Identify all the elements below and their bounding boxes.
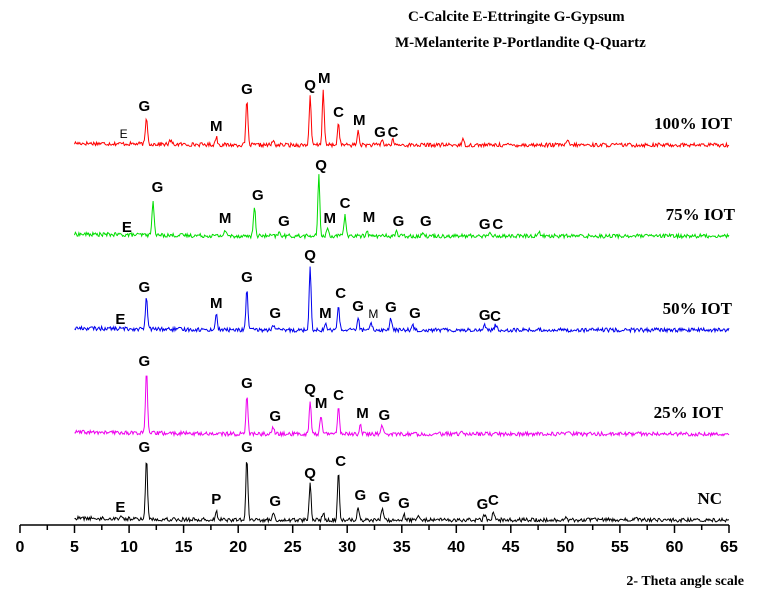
peak-label: G — [152, 179, 164, 196]
x-axis: 0 5 10 15 20 25 30 35 40 45 50 55 60 65 — [16, 524, 738, 556]
peak-label: E — [120, 127, 128, 141]
series-label: 25% IOT — [654, 403, 724, 422]
peak-label: G — [269, 408, 281, 425]
x-tick-label: 35 — [393, 539, 411, 556]
legend-line-2: M-Melanterite P-Portlandite Q-Quartz — [395, 35, 646, 51]
peak-label: M — [319, 305, 332, 322]
series-label: NC — [697, 489, 722, 508]
peak-label: C — [333, 104, 344, 121]
x-tick-label: 30 — [338, 539, 356, 556]
peak-label: G — [252, 187, 264, 204]
peak-label: G — [278, 213, 290, 230]
series-label: 100% IOT — [654, 114, 733, 133]
peak-label: G — [398, 495, 410, 512]
peak-label: Q — [304, 465, 316, 482]
series-trace — [74, 462, 730, 524]
peak-label: G — [393, 213, 405, 230]
series-label: 50% IOT — [663, 299, 733, 318]
peak-label: G — [138, 98, 150, 115]
traces-layer — [74, 89, 730, 524]
peak-label: C — [492, 216, 503, 233]
peak-label: M — [368, 307, 378, 321]
peak-label: Q — [304, 77, 316, 94]
peak-label: G — [420, 213, 432, 230]
x-axis-title: 2- Theta angle scale — [626, 574, 744, 589]
peak-label: G — [378, 407, 390, 424]
peak-label: G — [269, 305, 281, 322]
peak-label: G — [138, 353, 150, 370]
x-tick-label: 45 — [502, 539, 520, 556]
series-trace — [74, 266, 730, 334]
peak-label: G — [352, 298, 364, 315]
peak-label: M — [210, 295, 223, 312]
peak-label: Q — [315, 157, 327, 174]
peak-label: G — [241, 269, 253, 286]
x-tick-label: 20 — [229, 539, 247, 556]
series-label: 75% IOT — [666, 205, 736, 224]
peak-label: G — [479, 216, 491, 233]
peak-label: M — [356, 405, 369, 422]
peak-label: G — [479, 307, 491, 324]
peak-label: Q — [304, 247, 316, 264]
x-tick-label: 40 — [447, 539, 465, 556]
peak-label: M — [219, 210, 232, 227]
peak-label: M — [210, 118, 223, 135]
peak-label: M — [353, 112, 366, 129]
peak-label: C — [488, 492, 499, 509]
x-tick-label: 60 — [666, 539, 684, 556]
peak-label: G — [138, 279, 150, 296]
peak-label: G — [354, 487, 366, 504]
legend: C-Calcite E-Ettringite G-Gypsum M-Melant… — [395, 9, 646, 51]
x-tick-label: 50 — [557, 539, 575, 556]
peak-label: G — [374, 124, 386, 141]
x-tick-label: 15 — [175, 539, 193, 556]
series-trace — [74, 174, 730, 240]
peak-label: E — [115, 311, 125, 328]
peak-label: G — [241, 375, 253, 392]
peak-label: P — [211, 491, 221, 508]
peak-label: C — [388, 124, 399, 141]
peak-label: C — [335, 285, 346, 302]
peak-label: C — [333, 387, 344, 404]
peak-label: G — [409, 305, 421, 322]
peak-label: G — [385, 299, 397, 316]
peak-label: E — [115, 499, 125, 516]
peak-label: G — [241, 81, 253, 98]
x-tick-label: 5 — [70, 539, 79, 556]
peak-label: G — [477, 496, 489, 513]
peak-label: M — [318, 70, 331, 87]
x-tick-label: 65 — [720, 539, 738, 556]
series-labels-layer: 100% IOT 75% IOT 50% IOT 25% IOT NC — [654, 114, 736, 508]
peak-label: M — [363, 209, 376, 226]
peak-label: G — [378, 489, 390, 506]
peak-label: G — [138, 439, 150, 456]
x-tick-label: 0 — [16, 539, 25, 556]
x-tick-label: 10 — [120, 539, 138, 556]
legend-line-1: C-Calcite E-Ettringite G-Gypsum — [408, 9, 625, 25]
peak-label: C — [340, 195, 351, 212]
peak-label: G — [241, 439, 253, 456]
peak-label: C — [490, 308, 501, 325]
peak-label: Q — [304, 381, 316, 398]
peak-label: M — [324, 210, 337, 227]
peak-label: C — [335, 453, 346, 470]
peak-label: G — [269, 493, 281, 510]
x-tick-label: 55 — [611, 539, 629, 556]
series-trace — [74, 89, 730, 149]
series-trace — [74, 375, 730, 438]
x-tick-label: 25 — [284, 539, 302, 556]
peak-label: E — [122, 219, 132, 236]
peak-label: M — [315, 395, 328, 412]
